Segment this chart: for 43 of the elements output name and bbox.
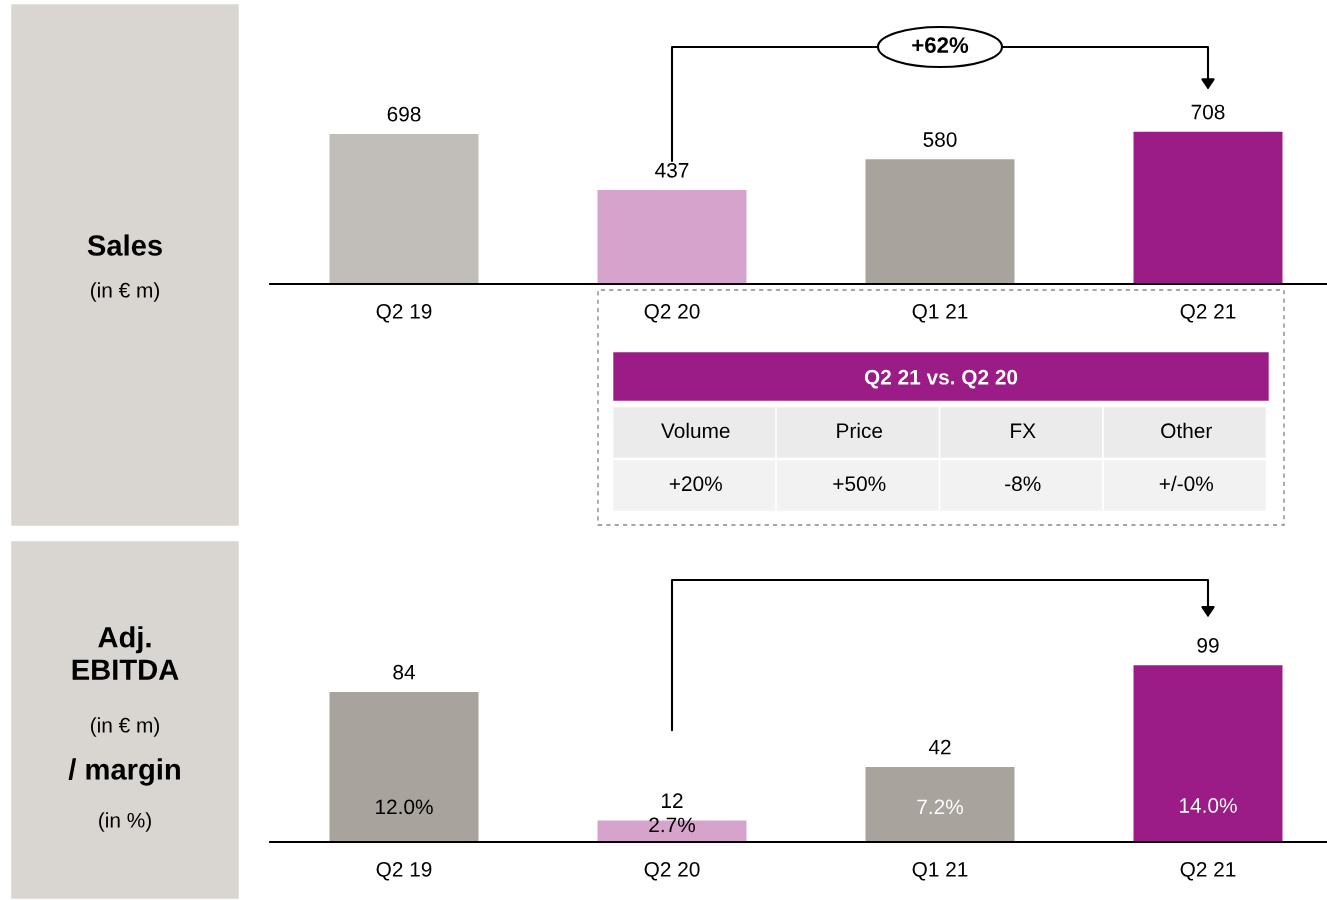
bar — [865, 159, 1015, 284]
bar — [1133, 665, 1283, 842]
text: Other — [1161, 422, 1212, 439]
y-axis-title: Sales — [87, 234, 162, 256]
x-tick-label: Q2 19 — [376, 861, 432, 881]
x-tick-label: Q2 21 — [1180, 303, 1236, 323]
text: Q2 21 vs. Q2 20 — [864, 369, 1018, 389]
annotation: 7.2% — [917, 799, 963, 815]
bar — [329, 692, 479, 842]
text: -8% — [1005, 476, 1041, 492]
data-label: 99 — [1197, 638, 1219, 653]
text: +20% — [669, 476, 722, 492]
bar — [865, 767, 1015, 842]
text: +62% — [912, 37, 969, 53]
data-label: 12 — [662, 793, 683, 808]
x-tick-label: Q2 20 — [644, 861, 700, 881]
y-axis-title: Adj. EBITDA — [72, 626, 179, 680]
bar — [1133, 131, 1283, 284]
text: Price — [837, 422, 883, 439]
data-label: 84 — [393, 664, 415, 680]
text: (in %) — [99, 812, 151, 832]
x-tick-label: Q2 20 — [644, 303, 700, 323]
text: / margin — [68, 758, 180, 786]
data-label: 437 — [655, 162, 689, 178]
x-tick-label: Q2 19 — [376, 303, 432, 323]
data-label: 698 — [387, 106, 421, 122]
data-label: 708 — [1191, 104, 1225, 120]
text: FX — [1011, 423, 1036, 438]
annotation: 12.0% — [376, 799, 433, 815]
bar — [329, 134, 479, 284]
x-tick-label: Q1 21 — [912, 861, 968, 881]
annotation: 2.7% — [649, 817, 695, 833]
data-label: 42 — [928, 739, 951, 755]
x-tick-label: Q1 21 — [912, 303, 968, 323]
text: (in € m) — [90, 282, 160, 302]
annotation: 14.0% — [1180, 798, 1237, 813]
text: (in € m) — [90, 717, 160, 737]
bar — [597, 190, 747, 284]
data-label: 580 — [923, 132, 957, 147]
x-tick-label: Q2 21 — [1180, 861, 1236, 881]
text: Volume — [661, 422, 730, 439]
text: +50% — [833, 476, 886, 492]
text: +/-0% — [1159, 475, 1214, 492]
